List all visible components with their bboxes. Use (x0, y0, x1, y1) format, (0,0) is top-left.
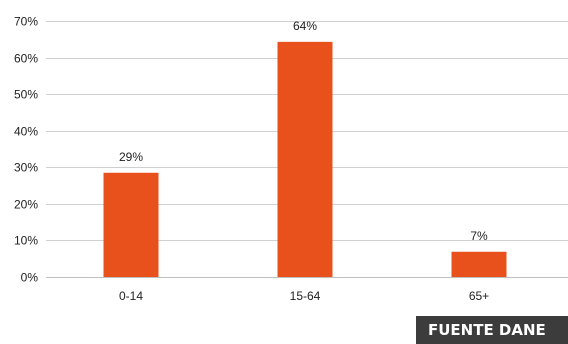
data-label: 64% (293, 19, 317, 33)
source-label: FUENTE DANE (428, 321, 546, 339)
x-tick-label: 0-14 (119, 289, 143, 303)
bars (103, 41, 507, 277)
x-axis-tick-labels: 0-14 15-64 65+ (119, 289, 489, 303)
y-tick-label: 40% (14, 125, 38, 139)
data-labels: 29% 64% 7% (119, 19, 488, 243)
y-tick-label: 20% (14, 198, 38, 212)
y-tick-label: 70% (14, 15, 38, 29)
bar (277, 41, 333, 277)
bar (103, 172, 159, 277)
y-tick-label: 50% (14, 88, 38, 102)
source-badge: FUENTE DANE (416, 316, 568, 344)
bar-chart: 0% 10% 20% 30% 40% 50% 60% 70% 0-14 15-64 65+ 29%… (14, 15, 568, 303)
x-tick-label: 15-64 (290, 289, 321, 303)
data-label: 7% (470, 229, 488, 243)
bar (451, 251, 507, 277)
y-tick-label: 0% (21, 271, 39, 285)
data-label: 29% (119, 150, 143, 164)
x-tick-label: 65+ (469, 289, 489, 303)
y-tick-label: 30% (14, 161, 38, 175)
y-tick-label: 60% (14, 52, 38, 66)
y-tick-label: 10% (14, 234, 38, 248)
y-axis-tick-labels: 0% 10% 20% 30% 40% 50% 60% 70% (14, 15, 38, 285)
